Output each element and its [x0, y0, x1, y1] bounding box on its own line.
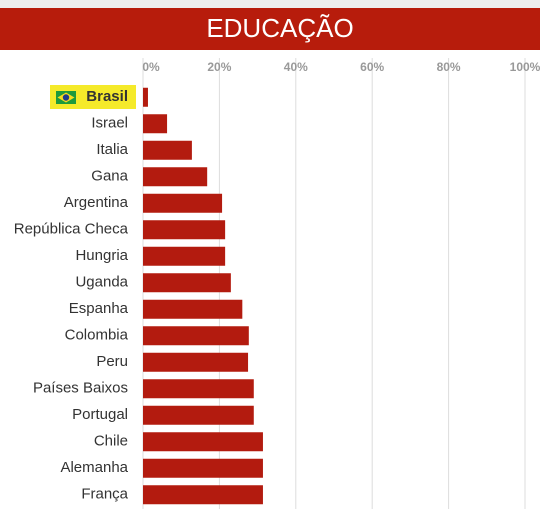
y-tick-label: Portugal — [72, 406, 128, 423]
bar — [143, 140, 192, 160]
plot: Brasil Israel Italia Gana Argentina República… — [14, 87, 263, 505]
bar — [143, 326, 249, 346]
y-tick-label: Alemanha — [60, 459, 128, 476]
x-tick-label: 80% — [437, 60, 461, 74]
highlight — [50, 85, 136, 109]
bar — [143, 405, 254, 425]
y-tick-label: Colombia — [65, 327, 129, 344]
bar — [143, 114, 168, 134]
bar — [143, 458, 263, 478]
y-tick-label: Israel — [91, 115, 128, 132]
chart-title: EDUCAÇÃO — [206, 13, 353, 43]
bar — [143, 273, 231, 293]
bar — [143, 167, 208, 187]
bar — [143, 485, 263, 505]
y-tick-label: Gana — [91, 168, 128, 185]
grid: 0% 20% 40% 60% 80% 100% — [142, 58, 540, 509]
y-tick-label: Países Baixos — [33, 380, 128, 397]
bar — [143, 220, 226, 240]
bar — [143, 246, 226, 266]
y-tick-label: Chile — [94, 433, 128, 450]
bar — [143, 299, 243, 319]
y-tick-label: Uganda — [75, 274, 128, 291]
top-strip — [0, 0, 540, 8]
y-tick-label: Italia — [96, 141, 128, 158]
bar — [143, 432, 263, 452]
flag-circle — [62, 94, 70, 101]
y-tick-label: Argentina — [64, 194, 129, 211]
x-tick-label: 0% — [142, 60, 160, 74]
y-tick-label: França — [81, 486, 128, 503]
x-tick-label: 100% — [510, 60, 540, 74]
x-tick-label: 60% — [360, 60, 384, 74]
y-tick-label: Espanha — [69, 300, 129, 317]
bar — [143, 352, 249, 372]
y-tick-label: Hungria — [75, 247, 128, 264]
bar — [143, 379, 254, 399]
y-tick-label: Peru — [96, 353, 128, 370]
x-tick-label: 40% — [284, 60, 308, 74]
bar — [143, 193, 223, 213]
y-tick-label: Brasil — [86, 88, 128, 105]
bar — [143, 87, 148, 107]
x-tick-label: 20% — [207, 60, 231, 74]
y-tick-label: República Checa — [14, 221, 129, 238]
title-band — [0, 8, 540, 50]
